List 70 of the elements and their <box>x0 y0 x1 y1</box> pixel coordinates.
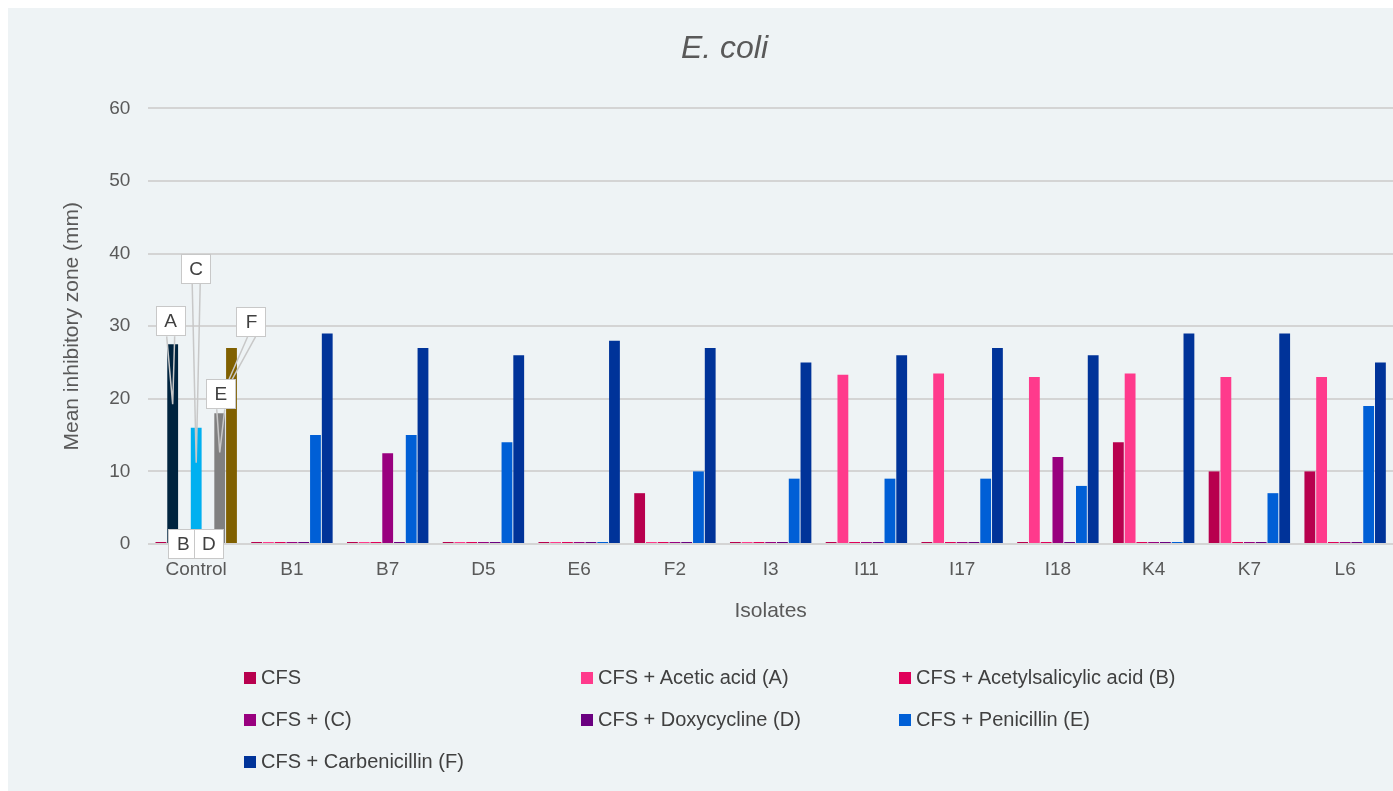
bar <box>788 478 800 543</box>
bar <box>513 355 525 543</box>
y-axis-title: Mean inhibitory zone (mm) <box>59 201 83 451</box>
bar <box>896 355 908 543</box>
bar <box>1363 406 1375 543</box>
legend-label: CFS + Acetic acid (A) <box>598 666 789 689</box>
legend-label: CFS <box>261 666 301 689</box>
bar <box>1208 471 1220 543</box>
bar <box>800 362 812 543</box>
bar <box>609 340 620 543</box>
bar <box>501 442 513 543</box>
x-tick-label: Control <box>165 557 227 579</box>
bar <box>417 347 429 543</box>
annotation: B <box>177 533 190 555</box>
x-tick-label: E6 <box>567 557 591 579</box>
bar <box>382 453 394 543</box>
y-tick-label: 0 <box>119 532 131 554</box>
annotation: D <box>202 533 216 555</box>
bar <box>1052 456 1064 543</box>
bar <box>1279 333 1291 543</box>
y-tick-label: 20 <box>109 387 131 409</box>
bar <box>1375 362 1386 543</box>
annotation: C <box>189 257 204 280</box>
bar <box>1183 333 1195 543</box>
y-tick-label: 40 <box>109 241 131 263</box>
bar <box>405 435 417 543</box>
x-tick-label: B1 <box>280 557 304 579</box>
bar <box>1316 377 1328 543</box>
bar <box>693 471 704 543</box>
y-tick-label: 30 <box>109 314 131 336</box>
bar <box>1124 373 1136 543</box>
x-tick-label: F2 <box>663 557 687 579</box>
x-tick-label: B7 <box>376 557 400 579</box>
x-tick-label: I18 <box>1044 557 1072 579</box>
bar <box>992 347 1003 543</box>
bar <box>310 435 321 543</box>
x-tick-label: K4 <box>1142 557 1166 579</box>
x-tick-label: D5 <box>471 557 496 579</box>
annotation: E <box>214 383 228 406</box>
bar <box>1076 485 1087 543</box>
bar <box>884 478 896 543</box>
x-tick-label: I11 <box>853 557 879 579</box>
annotation: A <box>164 310 178 333</box>
y-tick-label: 60 <box>109 96 131 118</box>
x-axis-title: Isolates <box>734 598 807 622</box>
legend-label: CFS + (C) <box>261 708 352 731</box>
bar <box>1087 355 1099 543</box>
legend-label: CFS + Penicillin (E) <box>916 708 1090 731</box>
bar <box>933 373 945 543</box>
legend-label: CFS + Acetylsalicylic acid (B) <box>916 666 1176 689</box>
y-tick-label: 10 <box>109 459 131 481</box>
chart-title: E. coli <box>680 29 769 66</box>
x-tick-label: L6 <box>1334 557 1356 579</box>
x-tick-label: K7 <box>1237 557 1262 579</box>
bar <box>704 347 716 543</box>
bar <box>1267 493 1279 543</box>
bar <box>321 333 333 543</box>
bar <box>1220 377 1232 543</box>
bar <box>1304 471 1316 543</box>
bar <box>634 493 646 543</box>
x-tick-label: I3 <box>762 557 779 579</box>
y-tick-label: 50 <box>109 169 131 191</box>
legend-label: CFS + Carbenicillin (F) <box>261 750 464 773</box>
bar <box>980 478 992 543</box>
bar <box>1028 377 1040 543</box>
legend-label: CFS + Doxycycline (D) <box>598 708 801 731</box>
annotation: F <box>245 310 258 333</box>
x-tick-label: I17 <box>948 557 976 579</box>
bar <box>1112 442 1124 543</box>
bar <box>837 374 849 543</box>
